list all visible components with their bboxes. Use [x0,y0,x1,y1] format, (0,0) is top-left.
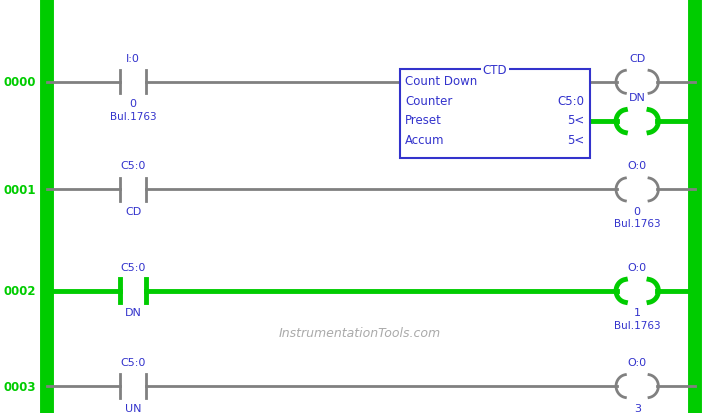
Text: UN: UN [125,403,141,413]
Text: C5:0: C5:0 [120,357,146,367]
FancyBboxPatch shape [400,70,590,159]
Text: 5<: 5< [567,114,585,127]
Text: O:0: O:0 [628,161,647,171]
Text: 0001: 0001 [4,183,36,197]
Text: DN: DN [125,308,142,318]
Text: InstrumentationTools.com: InstrumentationTools.com [279,326,441,339]
Text: I:0: I:0 [126,54,140,64]
Text: CD: CD [125,206,141,216]
Text: 3: 3 [634,403,641,413]
Text: 0000: 0000 [4,76,36,89]
Text: CD: CD [629,54,645,64]
Text: 0003: 0003 [4,380,36,393]
Text: Counter: Counter [405,95,453,108]
Text: O:0: O:0 [628,262,647,272]
Text: Bul.1763: Bul.1763 [614,320,660,330]
Text: C5:0: C5:0 [120,262,146,272]
Text: C5:0: C5:0 [120,161,146,171]
Text: O:0: O:0 [628,357,647,367]
Text: DN: DN [629,93,646,103]
Text: Bul.1763: Bul.1763 [614,219,660,229]
Text: 1: 1 [634,308,641,318]
Text: 0: 0 [130,99,137,109]
Text: Preset: Preset [405,114,442,127]
Text: 0002: 0002 [4,285,36,298]
Text: 0: 0 [634,206,641,216]
Text: Bul.1763: Bul.1763 [110,112,156,121]
Text: Count Down: Count Down [405,75,477,88]
Text: 5<: 5< [567,133,585,147]
Text: C5:0: C5:0 [557,95,585,108]
Text: Accum: Accum [405,133,445,147]
Text: CTD: CTD [482,64,508,77]
